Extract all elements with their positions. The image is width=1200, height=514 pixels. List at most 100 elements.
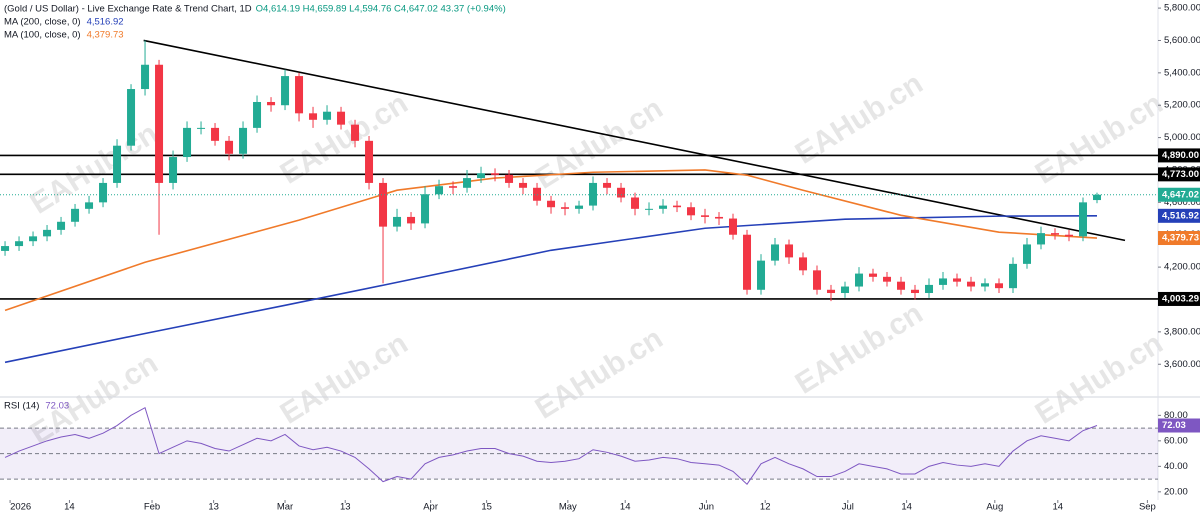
candle-body: [239, 127, 248, 154]
candle-body: [855, 273, 864, 287]
x-tick-label: 13: [340, 502, 351, 513]
candle-body: [379, 182, 388, 227]
candle-body: [323, 111, 332, 120]
level-box: [1158, 167, 1200, 182]
candle-body: [981, 283, 990, 287]
x-tick-label: Apr: [423, 502, 438, 513]
candle-body: [911, 289, 920, 294]
rsi-y-tick-label: 40.00: [1164, 461, 1188, 472]
x-tick-label: Jul: [842, 502, 854, 513]
x-tick-label: 15: [481, 502, 492, 513]
candle-body: [365, 140, 374, 183]
candle-body: [967, 281, 976, 287]
candle-body: [127, 89, 136, 146]
trendline: [143, 39, 1126, 242]
rsi-box: [1158, 418, 1200, 433]
candle-body: [57, 221, 66, 230]
x-tick-label: Feb: [144, 502, 160, 513]
x-tick-label: Mar: [277, 502, 293, 513]
candle-body: [71, 208, 80, 222]
candle-body: [1051, 233, 1060, 235]
x-tick-label: Sep: [1139, 502, 1156, 513]
x-tick-label: 14: [1053, 502, 1064, 513]
x-tick-label: 12: [760, 502, 771, 513]
y-tick-label: 5,400.00: [1164, 67, 1200, 78]
candle-body: [407, 216, 416, 224]
level-box: [1158, 291, 1200, 306]
x-tick-label: 14: [620, 502, 631, 513]
candle-body: [519, 182, 528, 188]
candle-body: [295, 76, 304, 114]
candle-body: [799, 257, 808, 271]
candle-body: [267, 101, 276, 106]
x-tick-label: Jun: [699, 502, 714, 513]
candle-body: [645, 208, 654, 210]
candle-body: [827, 289, 836, 294]
level-label: 4,773.00: [1162, 169, 1199, 180]
candle-body: [757, 260, 766, 290]
candle-body: [617, 187, 626, 198]
ma-line: [4, 169, 1098, 312]
candle-body: [29, 236, 38, 242]
candle-body: [15, 241, 24, 247]
candle-body: [477, 173, 486, 179]
rsi-name: RSI (14): [4, 401, 39, 412]
candle-body: [1037, 233, 1046, 245]
y-tick-label: 4,600.00: [1164, 197, 1200, 208]
candle-body: [1023, 244, 1032, 264]
candle-body: [1, 246, 10, 251]
candle-body: [701, 215, 710, 217]
candle-body: [449, 186, 458, 188]
candle-body: [169, 157, 178, 183]
rsi-band: [0, 428, 1158, 480]
candle-body: [421, 194, 430, 224]
candle-body: [183, 127, 192, 158]
y-tick-label: 5,600.00: [1164, 35, 1200, 46]
candle-body: [715, 216, 724, 219]
candle-body: [225, 140, 234, 154]
candle-body: [813, 270, 822, 290]
level-box: [1158, 148, 1200, 163]
candle-body: [897, 281, 906, 290]
candle-body: [155, 64, 164, 183]
level-label: 4,003.29: [1162, 293, 1199, 304]
ma-axis-label: 4,379.73: [1162, 233, 1199, 244]
candle-body: [841, 286, 850, 294]
candle-body: [547, 200, 556, 208]
ma-box: [1158, 231, 1200, 246]
x-tick-label: May: [559, 502, 577, 513]
x-tick-label: 13: [208, 502, 219, 513]
candle-body: [659, 205, 668, 209]
candle-body: [1065, 234, 1074, 237]
x-tick-label: 2026: [10, 502, 31, 513]
candle-body: [785, 244, 794, 258]
legend-name: MA (100, close, 0): [4, 30, 81, 41]
rsi-line: [4, 406, 1098, 485]
candle-body: [589, 182, 598, 206]
candle-body: [575, 205, 584, 209]
candle-body: [85, 202, 94, 209]
candle-body: [337, 111, 346, 125]
ma-box: [1158, 208, 1200, 223]
candle-body: [631, 197, 640, 209]
candle-body: [505, 174, 514, 183]
candle-body: [1093, 194, 1102, 201]
candle-body: [729, 218, 738, 235]
candle-body: [603, 182, 612, 188]
ma-axis-label: 4,516.92: [1162, 210, 1199, 221]
legend-value: 4,516.92: [87, 17, 124, 28]
candle-body: [281, 76, 290, 106]
candle-body: [883, 276, 892, 282]
x-tick-label: 14: [64, 502, 75, 513]
candle-body: [995, 283, 1004, 289]
y-tick-label: 5,000.00: [1164, 132, 1200, 143]
candle-body: [869, 273, 878, 277]
last-price-box: [1158, 187, 1200, 202]
candle-body: [211, 127, 220, 141]
candle-body: [435, 186, 444, 195]
x-tick-label: Aug: [986, 502, 1003, 513]
candle-body: [393, 216, 402, 227]
rsi-value: 72.03: [45, 401, 69, 412]
candle-body: [99, 182, 108, 203]
